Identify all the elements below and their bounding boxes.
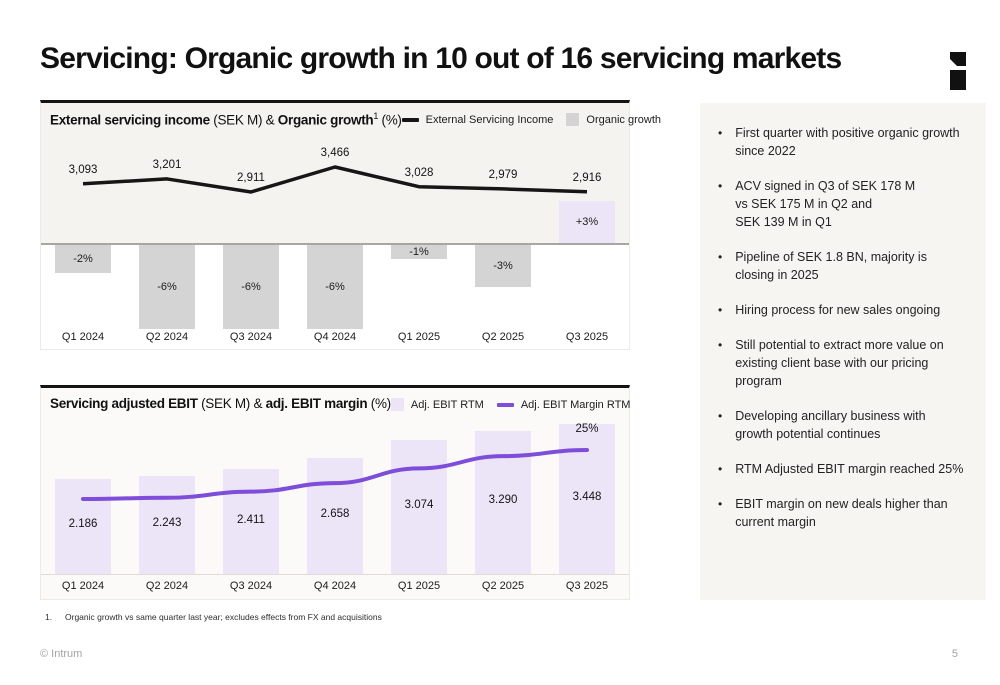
organic-growth-bar: -6% <box>139 244 195 329</box>
bullet-text: Developing ancillary business with growt… <box>735 409 926 441</box>
bar-value-label: -6% <box>325 280 345 293</box>
ebit-chart-plot: 2.186 2.243 2.411 2.658 3.074 3.290 3.448 25% Q1… <box>41 388 629 599</box>
margin-last-value-label: 25% <box>575 423 599 435</box>
bullet-icon: • <box>718 462 723 476</box>
list-item: • Developing ancillary business with grow… <box>718 407 966 443</box>
income-chart-title-bold: External servicing income <box>50 112 210 128</box>
x-axis-label: Q2 2024 <box>145 580 189 592</box>
x-axis-line <box>41 574 629 575</box>
ebit-chart-panel: Servicing adjusted EBIT (SEK M) & adj. E… <box>40 385 630 600</box>
legend-label-organic-growth: Organic growth <box>586 113 661 126</box>
list-item: • First quarter with positive organic gro… <box>718 124 966 160</box>
organic-growth-bar: -2% <box>55 244 111 273</box>
page-title: Servicing: Organic growth in 10 out of 1… <box>40 42 842 75</box>
bar-value-label: 3.290 <box>488 494 518 507</box>
footnote-number: 1. <box>45 612 53 622</box>
income-chart-plot: -2% -6% -6% -6% -1% -3% +3% 3,093 3,201 2,911 3,46… <box>41 103 629 349</box>
x-axis-label: Q2 2024 <box>145 331 189 343</box>
organic-growth-bar: -6% <box>307 244 363 329</box>
legend-label-ebit: Adj. EBIT RTM <box>410 398 484 411</box>
bullet-text: Still potential to extract more value on… <box>735 338 944 388</box>
line-value-label: 2,911 <box>237 171 265 184</box>
line-value-label: 2,916 <box>572 171 602 184</box>
bullet-icon: • <box>718 179 723 193</box>
line-value-label: 3,093 <box>68 163 98 176</box>
bar-value-label: +3% <box>575 216 599 228</box>
bar-value-label: -3% <box>493 259 513 272</box>
income-chart-legend: External Servicing Income Organic growth <box>401 111 661 126</box>
organic-growth-bar: +3% <box>559 201 615 243</box>
bullet-icon: • <box>718 497 723 511</box>
bar-value-label: 3.448 <box>572 491 602 503</box>
line-value-label: 3,028 <box>404 166 434 179</box>
bullet-list: • First quarter with positive organic gro… <box>718 124 966 531</box>
x-axis-label: Q3 2024 <box>229 331 273 343</box>
bullet-icon: • <box>718 126 723 140</box>
bar-value-label: 2.243 <box>152 517 182 530</box>
bullet-text: Hiring process for new sales ongoing <box>735 303 941 317</box>
x-axis-label: Q4 2024 <box>313 580 357 592</box>
ebit-margin-line-swatch-icon <box>496 402 514 407</box>
x-axis-label: Q2 2025 <box>481 580 525 592</box>
x-axis-label: Q3 2025 <box>565 331 609 343</box>
list-item: • EBIT margin on new deals higher than cu… <box>718 495 966 531</box>
bullet-text: First quarter with positive organic grow… <box>735 126 960 158</box>
ebit-chart-legend: Adj. EBIT RTM Adj. EBIT Margin RTM <box>390 396 631 411</box>
bullet-icon: • <box>718 338 723 352</box>
bullet-icon: • <box>718 250 723 264</box>
x-axis-label: Q4 2024 <box>313 331 357 343</box>
legend-label-ebit-margin: Adj. EBIT Margin RTM <box>520 398 631 411</box>
commentary-panel: • First quarter with positive organic gro… <box>700 103 986 600</box>
bullet-icon: • <box>718 303 723 317</box>
income-line-swatch-icon <box>401 117 419 122</box>
bar-value-label: -6% <box>241 280 261 293</box>
bar-value-label: -6% <box>157 280 177 293</box>
x-axis-label: Q3 2024 <box>229 580 273 592</box>
income-chart-title: External servicing income (SEK M) & Orga… <box>50 111 402 128</box>
x-axis-label: Q3 2025 <box>565 580 609 592</box>
bullet-text: Pipeline of SEK 1.8 BN, majority is clos… <box>735 250 927 282</box>
income-chart-panel: External servicing income (SEK M) & Orga… <box>40 100 661 350</box>
list-item: • Hiring process for new sales ongoing <box>718 301 966 319</box>
footnote-reference: 1 <box>373 111 379 121</box>
bar-value-label: -2% <box>73 252 93 265</box>
list-item: • Still potential to extract more value o… <box>718 336 966 390</box>
ebit-chart-title: Servicing adjusted EBIT (SEK M) & adj. E… <box>50 396 391 411</box>
x-axis-label: Q2 2025 <box>481 331 525 343</box>
bullet-text: EBIT margin on new deals higher than cur… <box>735 497 948 529</box>
line-value-label: 3,466 <box>320 147 350 159</box>
x-axis-label: Q1 2024 <box>61 580 105 592</box>
bar-value-label: 3.074 <box>404 499 434 512</box>
organic-growth-bar: -6% <box>223 244 279 329</box>
bar-value-label: 2.658 <box>320 508 350 521</box>
bar-value-label: 2.411 <box>237 513 265 526</box>
organic-growth-bar: -1% <box>391 244 447 259</box>
zero-axis-line <box>41 243 629 245</box>
organic-growth-bar: -3% <box>475 244 531 287</box>
bar-value-label: -1% <box>409 245 429 258</box>
intrum-logo-icon <box>950 52 966 90</box>
x-axis-label: Q1 2024 <box>61 331 105 343</box>
list-item: • Pipeline of SEK 1.8 BN, majority is clo… <box>718 248 966 284</box>
line-value-label: 3,201 <box>152 158 182 171</box>
bar-value-label: 2.186 <box>68 518 98 531</box>
legend-label-income: External Servicing Income <box>425 113 554 126</box>
footnote-text: Organic growth vs same quarter last year… <box>65 612 382 622</box>
organic-growth-swatch-icon <box>566 113 580 126</box>
bullet-text: ACV signed in Q3 of SEK 178 M vs SEK 175… <box>735 179 916 229</box>
x-axis-label: Q1 2025 <box>397 331 441 343</box>
bullet-text: RTM Adjusted EBIT margin reached 25% <box>735 462 964 476</box>
bullet-icon: • <box>718 409 723 423</box>
list-item: • ACV signed in Q3 of SEK 178 M vs SEK 17… <box>718 177 966 231</box>
list-item: • RTM Adjusted EBIT margin reached 25% <box>718 460 966 478</box>
footer-copyright: © Intrum <box>40 648 83 660</box>
ebit-bar-swatch-icon <box>390 398 404 411</box>
line-value-label: 2,979 <box>488 168 518 181</box>
page-number: 5 <box>951 648 958 660</box>
x-axis-label: Q1 2025 <box>397 580 441 592</box>
footnote: 1. Organic growth vs same quarter last ye… <box>45 612 382 622</box>
